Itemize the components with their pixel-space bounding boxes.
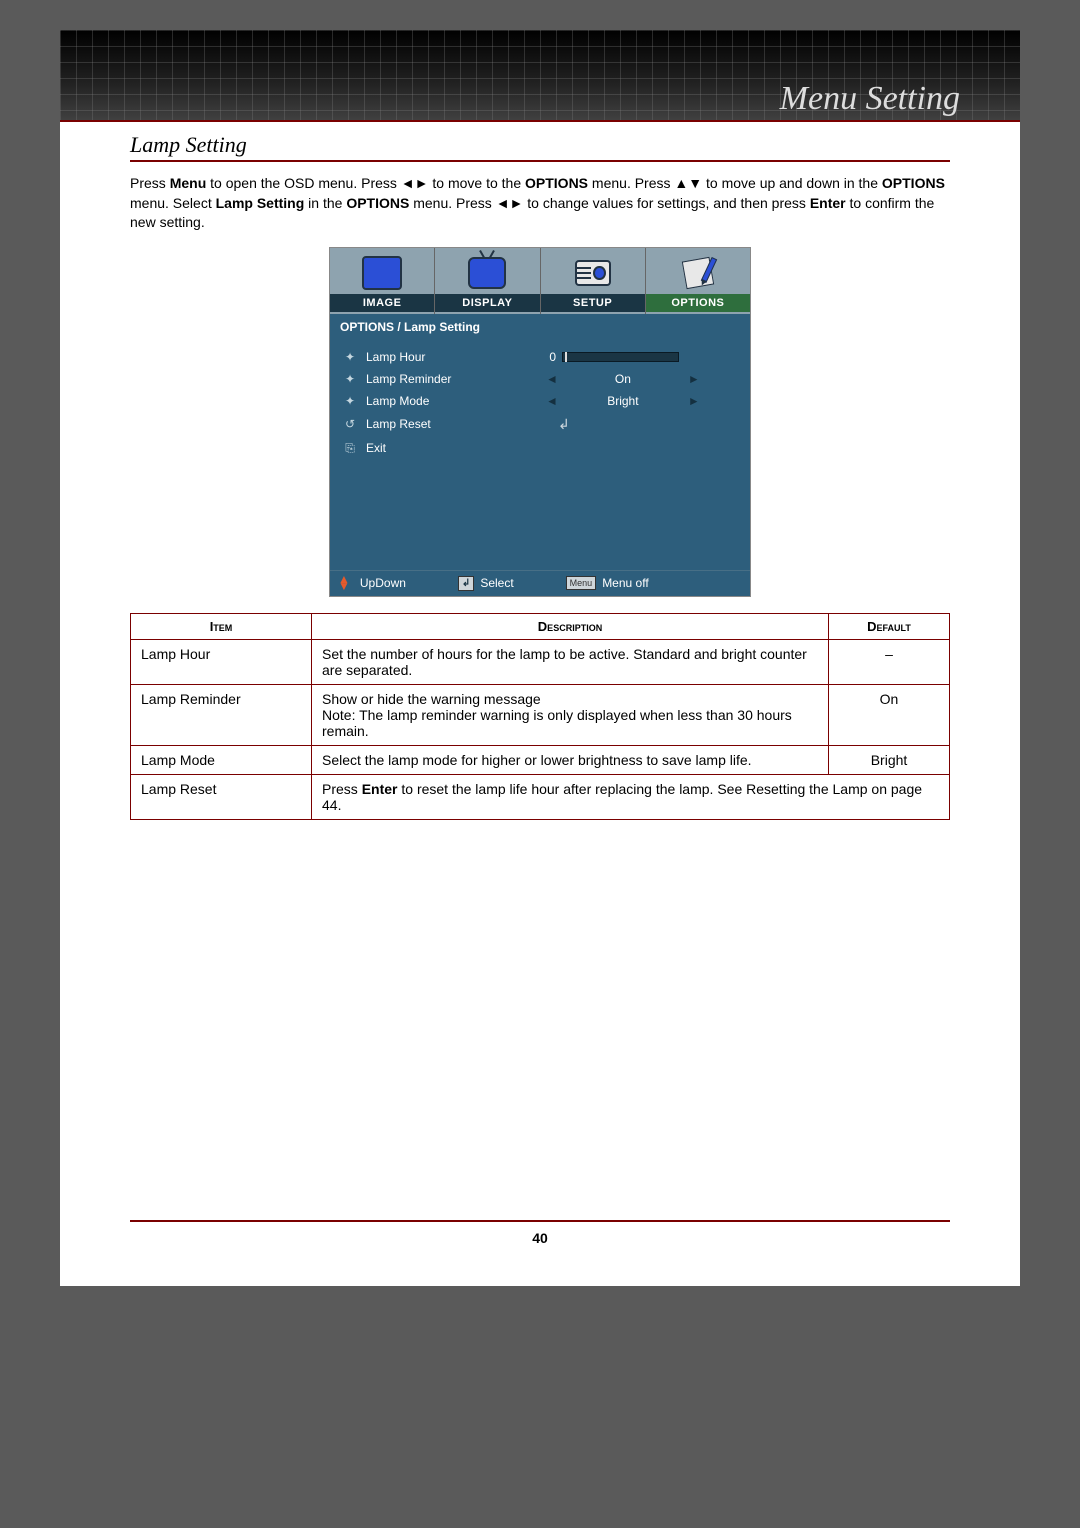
cell-item: Lamp Mode — [131, 745, 312, 774]
monitor-icon — [362, 256, 402, 290]
t: menu. Press ▲▼ to move up and down in th… — [588, 175, 882, 191]
instructions: Press Menu to open the OSD menu. Press ◄… — [130, 174, 950, 233]
progress-bar — [562, 352, 679, 362]
menu-lamp-reset[interactable]: ↺ Lamp Reset ↲ — [340, 412, 740, 437]
t: Menu — [170, 175, 207, 191]
osd-footer: ▲▼ UpDown ↲ Select Menu Menu off — [330, 570, 750, 596]
t: Enter — [810, 195, 846, 211]
exit-icon: ⎘ — [340, 441, 360, 456]
left-arrow-icon[interactable]: ◄ — [546, 394, 558, 408]
cell-item: Lamp Reminder — [131, 684, 312, 745]
cell-desc-span: Press Enter to reset the lamp life hour … — [312, 774, 950, 819]
item-label: Exit — [366, 441, 536, 455]
display-icon — [468, 257, 506, 289]
cell-default: On — [829, 684, 950, 745]
menu-box: Menu — [566, 576, 597, 590]
tab-label: IMAGE — [330, 294, 434, 312]
th-desc: Description — [312, 613, 829, 639]
item-label: Lamp Hour — [366, 350, 536, 364]
item-label: Lamp Reminder — [366, 372, 536, 386]
left-arrow-icon[interactable]: ◄ — [546, 372, 558, 386]
menu-lamp-reminder[interactable]: ✦ Lamp Reminder ◄ On ► — [340, 368, 740, 390]
t: Enter — [362, 781, 398, 797]
lamp-icon: ✦ — [340, 394, 360, 408]
tab-image[interactable]: IMAGE — [330, 248, 435, 314]
t: OPTIONS — [346, 195, 409, 211]
footer-menuoff: Menu off — [602, 576, 648, 590]
t: to reset the lamp life hour after replac… — [322, 781, 922, 813]
table-row: Lamp Reminder Show or hide the warning m… — [131, 684, 950, 745]
setup-icon — [575, 260, 611, 286]
menu-exit[interactable]: ⎘ Exit — [340, 437, 740, 460]
cell-desc: Select the lamp mode for higher or lower… — [312, 745, 829, 774]
description-table: Item Description Default Lamp Hour Set t… — [130, 613, 950, 820]
tab-label: SETUP — [541, 294, 645, 312]
cell-desc: Show or hide the warning message Note: T… — [312, 684, 829, 745]
t: OPTIONS — [882, 175, 945, 191]
table-row: Lamp Reset Press Enter to reset the lamp… — [131, 774, 950, 819]
updown-icon: ▲▼ — [338, 576, 350, 590]
t: menu. Press ◄► to change values for sett… — [409, 195, 809, 211]
cell-item: Lamp Hour — [131, 639, 312, 684]
lamp-icon: ✦ — [340, 350, 360, 364]
t: Press — [130, 175, 170, 191]
osd-tabs: IMAGE DISPLAY SETUP OPTIONS — [330, 248, 750, 314]
footer-select: Select — [480, 576, 513, 590]
t: in the — [304, 195, 346, 211]
th-item: Item — [131, 613, 312, 639]
tab-label: OPTIONS — [646, 294, 750, 312]
tab-options[interactable]: OPTIONS — [646, 248, 750, 314]
tab-setup[interactable]: SETUP — [541, 248, 646, 314]
item-value: Bright — [588, 394, 658, 408]
osd-menu: IMAGE DISPLAY SETUP OPTIONS OP — [329, 247, 751, 597]
right-arrow-icon[interactable]: ► — [688, 372, 700, 386]
footer-updown: UpDown — [360, 576, 406, 590]
item-label: Lamp Reset — [366, 417, 536, 431]
menu-lamp-hour[interactable]: ✦ Lamp Hour 0 — [340, 346, 740, 368]
table-row: Lamp Mode Select the lamp mode for highe… — [131, 745, 950, 774]
right-arrow-icon[interactable]: ► — [688, 394, 700, 408]
t: to open the OSD menu. Press ◄► to move t… — [206, 175, 525, 191]
reset-icon: ↺ — [340, 417, 360, 431]
th-default: Default — [829, 613, 950, 639]
cell-default: – — [829, 639, 950, 684]
osd-items: ✦ Lamp Hour 0 ✦ Lamp Reminder ◄ — [330, 340, 750, 570]
tab-label: DISPLAY — [435, 294, 539, 312]
menu-lamp-mode[interactable]: ✦ Lamp Mode ◄ Bright ► — [340, 390, 740, 412]
enter-icon: ↲ — [458, 576, 474, 591]
cell-desc: Set the number of hours for the lamp to … — [312, 639, 829, 684]
t: menu. Select — [130, 195, 216, 211]
item-label: Lamp Mode — [366, 394, 536, 408]
section-title: Lamp Setting — [130, 132, 950, 162]
enter-icon: ↲ — [558, 416, 570, 433]
content: Lamp Setting Press Menu to open the OSD … — [60, 122, 1020, 1246]
t: Lamp Setting — [216, 195, 305, 211]
page-header: Menu Setting — [60, 30, 1020, 122]
header-title: Menu Setting — [780, 80, 960, 118]
osd-breadcrumb: OPTIONS / Lamp Setting — [330, 314, 750, 340]
cell-default: Bright — [829, 745, 950, 774]
t: Press — [322, 781, 362, 797]
t: OPTIONS — [525, 175, 588, 191]
page: Menu Setting Lamp Setting Press Menu to … — [60, 30, 1020, 1286]
item-value: 0 — [536, 350, 556, 364]
table-row: Lamp Hour Set the number of hours for th… — [131, 639, 950, 684]
page-number: 40 — [130, 1220, 950, 1246]
cell-item: Lamp Reset — [131, 774, 312, 819]
options-icon — [680, 257, 716, 289]
lamp-icon: ✦ — [340, 372, 360, 386]
item-value: On — [588, 372, 658, 386]
tab-display[interactable]: DISPLAY — [435, 248, 540, 314]
